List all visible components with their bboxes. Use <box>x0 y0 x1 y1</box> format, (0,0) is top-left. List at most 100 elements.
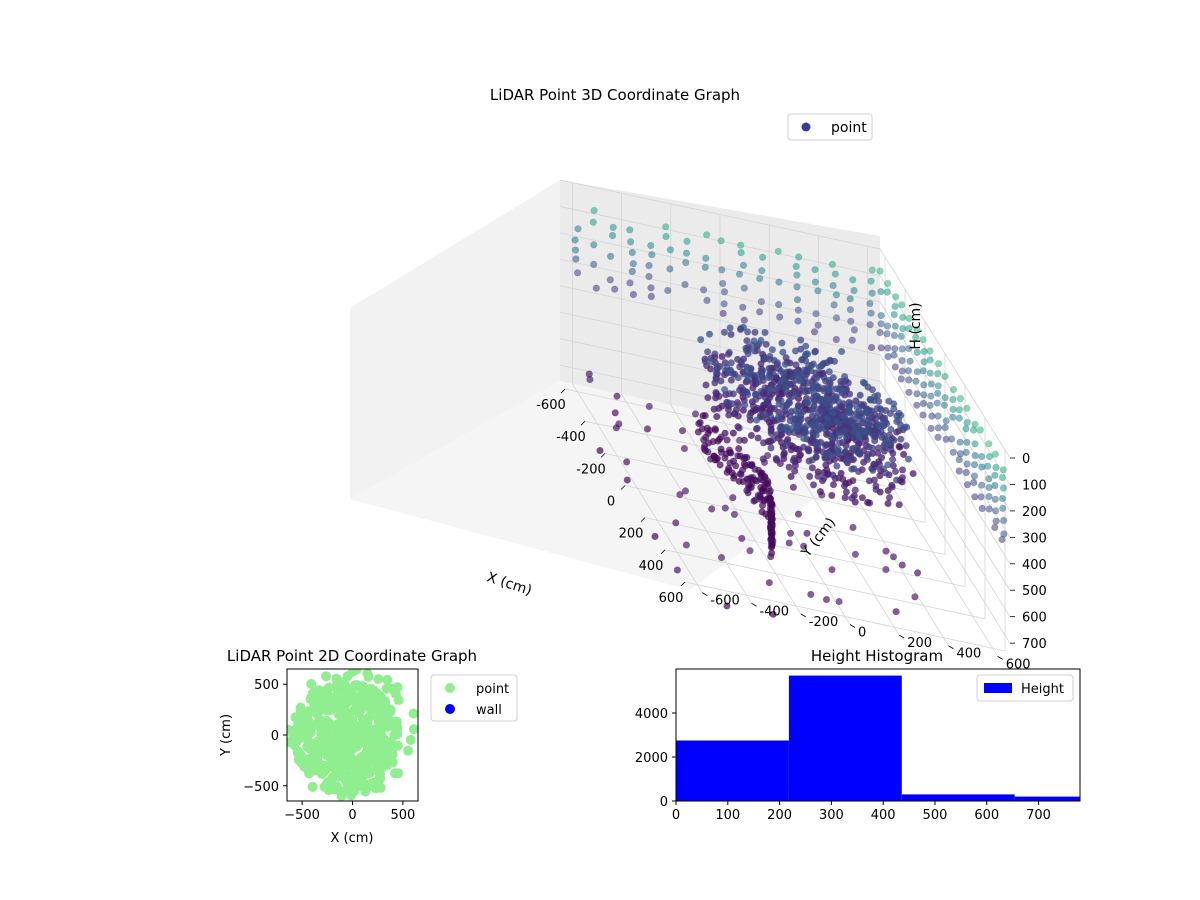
point-2d <box>351 669 362 675</box>
point-3d <box>877 311 885 320</box>
y-tick-label-3d: 400 <box>956 647 981 662</box>
z-tick-label-3d: 400 <box>1022 558 1047 573</box>
point-3d <box>775 400 783 408</box>
point-3d <box>681 281 689 289</box>
point-3d <box>682 259 690 267</box>
y-tick-label-2d: 500 <box>254 678 279 693</box>
point-3d <box>926 356 934 364</box>
point-3d <box>808 422 817 430</box>
point-3d <box>898 561 906 569</box>
point-3d <box>892 608 900 616</box>
point-3d <box>747 431 756 440</box>
point-3d <box>723 468 731 476</box>
hist-bar <box>788 675 902 801</box>
point-3d <box>729 429 738 437</box>
point-3d <box>754 491 762 500</box>
point-3d <box>727 330 735 339</box>
point-3d <box>842 457 851 465</box>
point-3d <box>888 483 896 491</box>
point-3d <box>985 475 993 483</box>
point-3d <box>703 348 712 356</box>
point-2d <box>292 746 303 757</box>
point-3d <box>682 249 691 257</box>
point-3d <box>808 456 817 464</box>
z-tick-label-3d: 600 <box>1022 611 1047 626</box>
point-3d <box>738 534 746 543</box>
point-3d <box>755 340 763 348</box>
hist-bars <box>676 675 1080 801</box>
point-3d <box>877 320 885 328</box>
point-3d <box>647 292 655 301</box>
point-3d <box>820 387 828 395</box>
point-3d <box>867 309 875 317</box>
point-2d <box>307 688 318 699</box>
point-3d <box>992 507 1000 515</box>
grid-line-z <box>559 258 1011 538</box>
point-3d <box>876 405 884 413</box>
point-3d <box>898 367 906 375</box>
point-3d <box>786 417 794 425</box>
point-3d <box>778 339 786 347</box>
point-3d <box>710 405 718 413</box>
point-3d <box>913 326 921 334</box>
point-3d <box>835 597 843 606</box>
point-3d <box>806 472 814 481</box>
point-3d <box>848 465 856 473</box>
point-3d <box>759 439 768 447</box>
point-3d <box>999 504 1007 512</box>
point-3d <box>779 348 787 356</box>
point-3d <box>998 495 1007 503</box>
point-3d <box>881 441 889 449</box>
point-2d <box>366 705 376 716</box>
point-3d <box>713 363 722 371</box>
point-3d <box>858 494 867 502</box>
point-3d <box>971 440 979 448</box>
point-3d <box>842 433 851 442</box>
pane-back-left <box>350 180 560 499</box>
point-3d <box>829 481 838 489</box>
point-3d <box>891 345 899 353</box>
point-3d <box>911 333 920 341</box>
legend-2d-wall-label: wall <box>476 703 502 718</box>
point-3d <box>794 510 803 518</box>
point-3d <box>831 270 839 278</box>
point-3d <box>898 474 907 482</box>
point-3d <box>766 524 775 532</box>
point-3d <box>761 328 769 337</box>
point-3d <box>991 481 999 490</box>
point-3d <box>850 326 859 334</box>
point-3d <box>725 390 734 398</box>
x-tick-label-3d: 200 <box>619 527 644 542</box>
point-3d <box>717 553 726 562</box>
point-3d <box>970 478 978 487</box>
y-tick-mark-3d <box>702 592 708 596</box>
point-3d <box>623 458 631 466</box>
point-3d <box>849 523 857 532</box>
point-3d <box>676 491 684 499</box>
point-3d <box>672 519 680 527</box>
point-2d <box>349 720 360 731</box>
point-3d <box>933 399 941 407</box>
point-3d <box>814 472 822 480</box>
legend-2d-point-label: point <box>476 682 509 697</box>
point-3d <box>796 377 804 385</box>
point-2d <box>349 737 360 747</box>
point-3d <box>886 409 895 418</box>
point-3d <box>934 382 942 390</box>
point-3d <box>897 435 905 443</box>
point-3d <box>719 279 727 288</box>
point-3d <box>666 265 674 273</box>
legend-3d-label: point <box>831 120 867 136</box>
point-3d <box>882 547 890 555</box>
point-3d <box>1000 516 1008 525</box>
point-3d <box>809 405 817 413</box>
point-3d <box>813 374 821 382</box>
point-3d <box>963 419 971 427</box>
point-3d <box>912 377 920 385</box>
grid-line-z <box>559 179 1011 459</box>
point-3d <box>723 602 731 610</box>
point-3d <box>905 376 913 384</box>
point-3d <box>743 337 751 345</box>
point-3d <box>934 360 943 368</box>
point-3d <box>716 461 724 469</box>
